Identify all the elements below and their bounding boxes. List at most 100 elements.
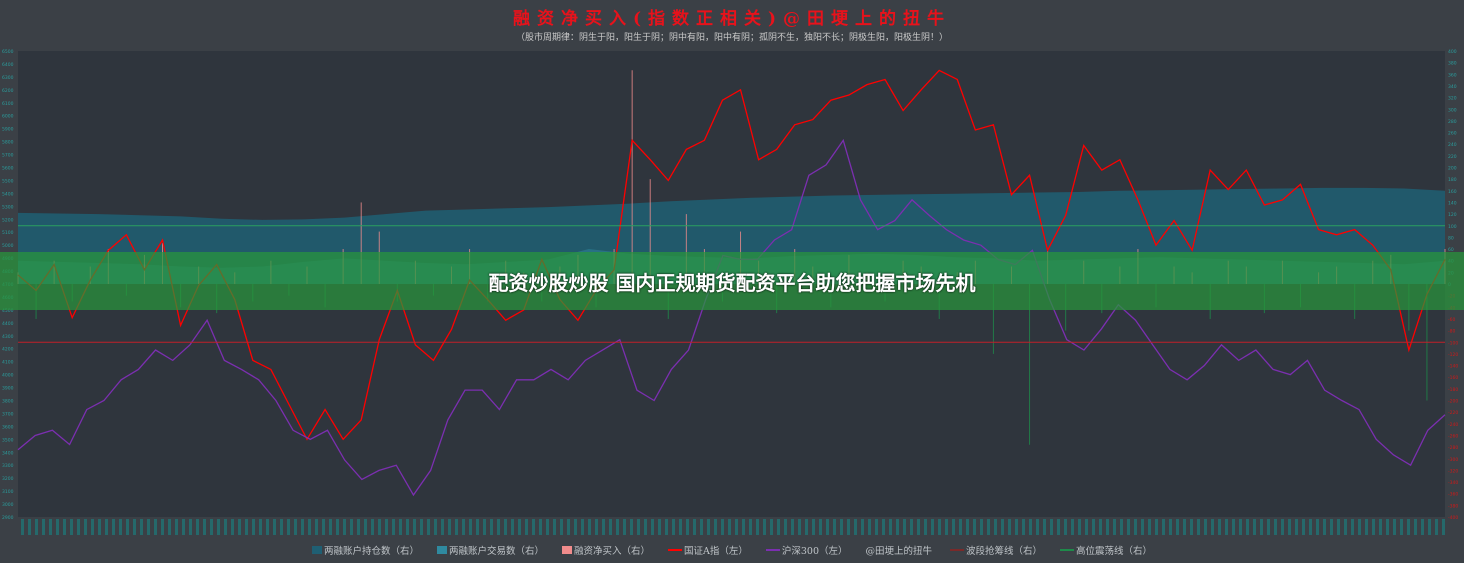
x-tick-label	[553, 519, 556, 535]
x-tick-label	[112, 519, 115, 535]
x-tick-label	[518, 519, 521, 535]
legend-item[interactable]: 国证A指（左）	[667, 543, 748, 557]
x-tick-label	[175, 519, 178, 535]
x-tick-label	[504, 519, 507, 535]
x-tick-label	[784, 519, 787, 535]
right-tick-label: -200	[1448, 399, 1458, 405]
left-tick-label: 6100	[2, 101, 14, 107]
x-tick-label	[77, 519, 80, 535]
legend-item[interactable]: 高位震荡线（右）	[1060, 543, 1152, 557]
x-tick-label	[1085, 519, 1088, 535]
legend-label: 沪深300（左）	[781, 546, 848, 557]
legend-item[interactable]: 两融账户交易数（右）	[436, 543, 544, 557]
x-tick-label	[1330, 519, 1333, 535]
x-tick-label	[154, 519, 157, 535]
x-tick-label	[1295, 519, 1298, 535]
x-tick-label	[665, 519, 668, 535]
x-tick-label	[1071, 519, 1074, 535]
x-tick-label	[987, 519, 990, 535]
x-tick-label	[140, 519, 143, 535]
x-tick-label	[399, 519, 402, 535]
x-tick-label	[1274, 519, 1277, 535]
legend-item[interactable]: 波段抢筹线（右）	[950, 543, 1042, 557]
left-tick-label: 3600	[2, 424, 14, 430]
left-tick-label: 3700	[2, 411, 14, 417]
x-tick-label	[1288, 519, 1291, 535]
x-tick-label	[980, 519, 983, 535]
right-tick-label: 180	[1448, 177, 1457, 183]
x-tick-label	[497, 519, 500, 535]
x-tick-label	[1302, 519, 1305, 535]
x-tick-label	[462, 519, 465, 535]
right-tick-label: -400	[1448, 515, 1458, 521]
x-tick-label	[651, 519, 654, 535]
x-tick-label	[210, 519, 213, 535]
x-tick-label	[364, 519, 367, 535]
x-tick-label	[952, 519, 955, 535]
x-tick-label	[259, 519, 262, 535]
x-tick-label	[588, 519, 591, 535]
legend-item[interactable]: 两融账户持仓数（右）	[311, 543, 419, 557]
x-tick-label	[21, 519, 24, 535]
x-tick-label	[147, 519, 150, 535]
x-tick-label	[196, 519, 199, 535]
right-tick-label: 260	[1448, 131, 1457, 137]
left-tick-label: 5300	[2, 204, 14, 210]
x-tick-label	[686, 519, 689, 535]
left-tick-label: 3400	[2, 450, 14, 456]
left-tick-label: 5200	[2, 217, 14, 223]
x-tick-label	[1239, 519, 1242, 535]
x-tick-label	[287, 519, 290, 535]
x-tick-label	[217, 519, 220, 535]
x-tick-label	[231, 519, 234, 535]
right-tick-label: -280	[1448, 445, 1458, 451]
x-tick-label	[1421, 519, 1424, 535]
promo-banner[interactable]: 配资炒股炒股 国内正规期货配资平台助您把握市场先机	[0, 252, 1464, 310]
x-tick-label	[182, 519, 185, 535]
x-tick-label	[1344, 519, 1347, 535]
left-tick-label: 5000	[2, 243, 14, 249]
x-tick-label	[819, 519, 822, 535]
x-tick-label	[1393, 519, 1396, 535]
x-tick-label	[1043, 519, 1046, 535]
x-tick-label	[245, 519, 248, 535]
x-tick-label	[1351, 519, 1354, 535]
x-tick-label	[532, 519, 535, 535]
x-tick-label	[693, 519, 696, 535]
x-tick-label	[168, 519, 171, 535]
legend-item[interactable]: 沪深300（左）	[765, 543, 848, 557]
left-tick-label: 3100	[2, 489, 14, 495]
chart-subtitle: （股市周期律：阴生于阳，阳生于阴；阴中有阳，阳中有阴；孤阴不生，独阳不长；阴极生…	[515, 33, 948, 43]
x-tick-label	[658, 519, 661, 535]
right-tick-label: -100	[1448, 340, 1458, 346]
left-tick-label: 6400	[2, 62, 14, 68]
x-tick-label	[1414, 519, 1417, 535]
left-tick-label: 5500	[2, 178, 14, 184]
x-tick-label	[1113, 519, 1116, 535]
x-tick-label	[35, 519, 38, 535]
left-tick-label: 5800	[2, 140, 14, 146]
x-tick-label	[1092, 519, 1095, 535]
left-tick-label: 2900	[2, 515, 14, 521]
legend-item[interactable]: @田埂上的扭牛	[866, 543, 933, 557]
x-tick-label	[1372, 519, 1375, 535]
legend-item[interactable]: 融资净买入（右）	[561, 543, 650, 557]
left-tick-label: 3200	[2, 476, 14, 482]
right-tick-label: -60	[1448, 317, 1455, 323]
x-tick-label	[707, 519, 710, 535]
x-tick-label	[1078, 519, 1081, 535]
left-tick-label: 4300	[2, 334, 14, 340]
x-tick-label	[203, 519, 206, 535]
x-tick-label	[49, 519, 52, 535]
x-tick-label	[1057, 519, 1060, 535]
x-tick-label	[1365, 519, 1368, 535]
banner-text: 配资炒股炒股 国内正规期货配资平台助您把握市场先机	[488, 270, 976, 295]
x-tick-label	[350, 519, 353, 535]
x-tick-label	[777, 519, 780, 535]
x-tick-label	[798, 519, 801, 535]
left-tick-label: 6300	[2, 75, 14, 81]
x-tick-label	[938, 519, 941, 535]
right-tick-label: -360	[1448, 492, 1458, 498]
x-tick-label	[56, 519, 59, 535]
x-tick-label	[1267, 519, 1270, 535]
